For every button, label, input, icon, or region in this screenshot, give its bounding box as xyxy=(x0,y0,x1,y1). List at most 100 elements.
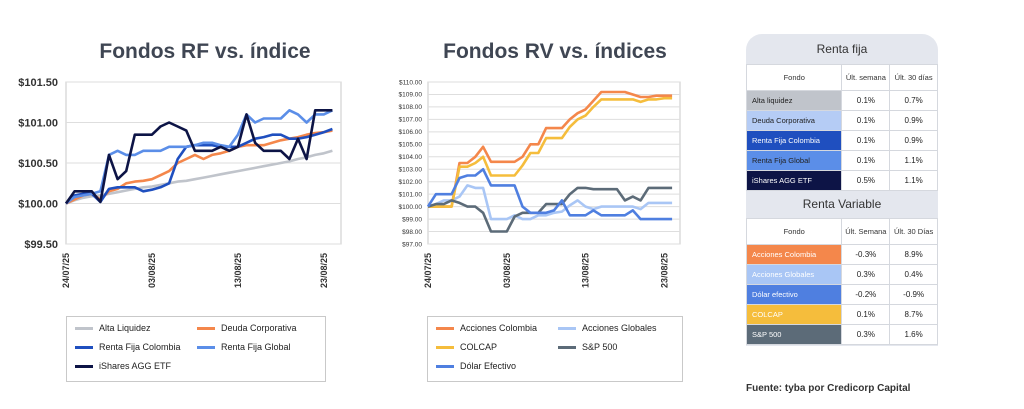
chart-title-rv: Fondos RV vs. índices xyxy=(443,40,667,63)
legend-rf: Alta Liquidez Deuda Corporativa Renta Fija… xyxy=(66,316,326,382)
col-header-month: Últ. 30 días xyxy=(889,64,938,91)
fund-name-cell: Renta Fija Global xyxy=(745,150,843,171)
x-tick-label: 13/08/25 xyxy=(233,253,243,288)
legend-label: Acciones Globales xyxy=(582,323,657,333)
legend-swatch xyxy=(197,345,215,349)
table-row: Renta Fija Colombia 0.1% 0.9% xyxy=(745,130,938,151)
chart-rv: $97.00 $98.00 $99.00 $100.00 $101.00 $102.00 $… xyxy=(399,79,681,288)
week-return-cell: 0.5% xyxy=(841,170,891,191)
table-row: Alta liquidez 0.1% 0.7% xyxy=(745,90,938,111)
week-return-cell: -0.2% xyxy=(841,284,891,305)
week-return-cell: 0.1% xyxy=(841,130,891,151)
y-tick-label: $106.00 xyxy=(399,129,423,136)
legend-swatch xyxy=(197,326,215,330)
y-tick-label: $99.50 xyxy=(24,239,58,251)
week-return-cell: 0.1% xyxy=(841,304,891,325)
table-renta-fija: Fondo Últ. semana Últ. 30 días Alta liqu… xyxy=(745,64,938,191)
y-tick-label: $108.00 xyxy=(399,104,423,111)
x-tick-label: 24/07/25 xyxy=(61,253,71,288)
x-tick-label: 03/08/25 xyxy=(502,253,512,288)
legend-item: Alta Liquidez xyxy=(75,323,151,333)
series-line-colcap xyxy=(428,96,673,208)
chart-title-rf: Fondos RF vs. índice xyxy=(99,40,311,63)
table-renta-variable: Fondo Últ. Semana Últ. 30 Días Acciones … xyxy=(745,218,938,345)
legend-swatch xyxy=(436,326,454,330)
legend-label: COLCAP xyxy=(460,342,498,352)
fund-name-cell: iShares AGG ETF xyxy=(745,170,843,191)
fund-name-cell: Deuda Corporativa xyxy=(745,110,843,131)
legend-item: COLCAP xyxy=(436,342,497,352)
y-tick-label: $105.00 xyxy=(399,142,423,149)
y-tick-label: $107.00 xyxy=(399,117,423,124)
week-return-cell: 0.1% xyxy=(841,150,891,171)
week-return-cell: 0.3% xyxy=(841,264,891,285)
table-row: Renta Fija Global 0.1% 1.1% xyxy=(745,150,938,171)
col-header-week: Últ. Semana xyxy=(841,218,891,245)
legend-label: S&P 500 xyxy=(582,342,618,352)
legend-swatch xyxy=(75,345,93,349)
series-line-alta-liquidez xyxy=(65,149,333,205)
y-tick-label: $101.50 xyxy=(18,77,58,89)
y-tick-label: $103.00 xyxy=(399,167,423,174)
legend-swatch xyxy=(558,326,576,330)
week-return-cell: 0.1% xyxy=(841,90,891,111)
legend-label: Acciones Colombia xyxy=(460,323,538,333)
month-return-cell: 0.9% xyxy=(889,130,938,151)
month-return-cell: 0.9% xyxy=(889,110,938,131)
week-return-cell: 0.1% xyxy=(841,110,891,131)
y-tick-label: $97.00 xyxy=(402,241,422,248)
legend-label: Alta Liquidez xyxy=(99,323,151,333)
legend-label: Deuda Corporativa xyxy=(221,323,297,333)
fund-name-cell: Dólar efectivo xyxy=(745,284,843,305)
week-return-cell: 0.3% xyxy=(841,324,891,345)
legend-label: Dólar Efectivo xyxy=(460,361,517,371)
legend-item: Dólar Efectivo xyxy=(436,361,516,371)
month-return-cell: 0.4% xyxy=(889,264,938,285)
legend-label: Renta Fija Global xyxy=(221,342,291,352)
col-header-fondo: Fondo xyxy=(745,218,843,245)
table-row: Acciones Colombia -0.3% 8.9% xyxy=(745,244,938,265)
fund-name-cell: Acciones Globales xyxy=(745,264,843,285)
fund-name-cell: S&P 500 xyxy=(745,324,843,345)
legend-swatch xyxy=(75,326,93,330)
table-title-renta-variable: Renta Variable xyxy=(802,197,882,211)
x-tick-label: 03/08/25 xyxy=(147,253,157,288)
legend-swatch xyxy=(436,345,454,349)
y-tick-label: $98.00 xyxy=(402,229,422,236)
y-tick-label: $100.00 xyxy=(399,204,423,211)
y-tick-label: $104.00 xyxy=(399,154,423,161)
col-header-month: Últ. 30 Días xyxy=(889,218,938,245)
plot-area xyxy=(427,81,681,245)
table-row: S&P 500 0.3% 1.6% xyxy=(745,324,938,345)
fund-name-cell: Alta liquidez xyxy=(745,90,843,111)
x-tick-label: 24/07/25 xyxy=(423,253,433,288)
y-tick-label: $100.00 xyxy=(18,198,58,210)
col-header-fondo: Fondo xyxy=(745,64,843,91)
fund-name-cell: COLCAP xyxy=(745,304,843,325)
table-title-renta-fija: Renta fija xyxy=(816,42,868,56)
y-tick-label: $101.00 xyxy=(18,117,58,129)
week-return-cell: -0.3% xyxy=(841,244,891,265)
series-line-acciones-globales xyxy=(427,184,673,221)
y-tick-label: $101.00 xyxy=(399,191,423,198)
fund-name-cell: Renta Fija Colombia xyxy=(745,130,843,151)
legend-item: S&P 500 xyxy=(558,342,617,352)
series-line-ishares-agg-etf xyxy=(64,108,333,205)
table-row: iShares AGG ETF 0.5% 1.1% xyxy=(745,170,938,191)
source-note: Fuente: tyba por Credicorp Capital xyxy=(746,383,911,394)
legend-item: Renta Fija Colombia xyxy=(75,342,181,352)
month-return-cell: -0.9% xyxy=(889,284,938,305)
y-tick-label: $99.00 xyxy=(402,216,422,223)
legend-swatch xyxy=(75,364,93,368)
legend-label: iShares AGG ETF xyxy=(99,361,172,371)
legend-item: iShares AGG ETF xyxy=(75,361,171,371)
month-return-cell: 0.7% xyxy=(889,90,938,111)
legend-swatch xyxy=(436,364,454,368)
legend-swatch xyxy=(558,345,576,349)
x-tick-label: 23/08/25 xyxy=(319,253,329,288)
y-tick-label: $102.00 xyxy=(399,179,423,186)
legend-rv: Acciones Colombia Acciones Globales COLCAP… xyxy=(427,316,683,382)
legend-item: Renta Fija Global xyxy=(197,342,291,352)
chart-rf: $99.50 $100.00 $100.50 $101.00 $101.50 24/07/… xyxy=(18,77,342,288)
month-return-cell: 1.1% xyxy=(889,170,938,191)
